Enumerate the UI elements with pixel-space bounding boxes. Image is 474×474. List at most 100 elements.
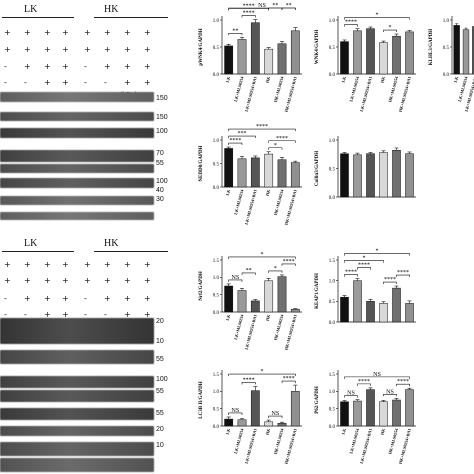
treatment-symbol: - xyxy=(4,310,7,319)
treatment-symbol: + xyxy=(104,260,111,269)
chart-lc3b: LC3B II/GAPDH 0.0 0.5 1.0 1.5 LK LK+MLS0254 LK+… xyxy=(199,369,302,465)
x-tick-label: HK xyxy=(265,75,272,83)
y-axis-label: NEDD8/GAPDH xyxy=(199,145,204,181)
treatment-symbol: + xyxy=(62,28,69,37)
y-tick-label: 0.0 xyxy=(443,73,450,78)
y-tick-label: 0.0 xyxy=(329,196,336,201)
x-tick-label: LK+MLS0254+BA1 xyxy=(244,314,258,350)
mw-marker: 30 xyxy=(156,196,164,203)
x-tick-label: LK+MLS0254+BA1 xyxy=(244,428,258,464)
treatment-symbol: + xyxy=(144,260,151,269)
bar xyxy=(353,30,362,75)
significance-label: * xyxy=(274,143,277,149)
blot-band xyxy=(0,390,154,402)
treatment-symbol: + xyxy=(44,276,51,285)
significance-label: NS xyxy=(347,391,355,397)
bar xyxy=(224,45,234,75)
bar xyxy=(237,39,247,75)
significance-label: **** xyxy=(256,124,268,130)
bar xyxy=(224,148,234,188)
treatment-symbol: + xyxy=(124,62,131,71)
y-tick-label: 0.5 xyxy=(213,46,220,51)
bar xyxy=(277,276,287,313)
x-tick-label: HK xyxy=(265,313,272,321)
treatment-symbol: + xyxy=(124,78,131,87)
treatment-symbol: - xyxy=(24,78,27,87)
x-tick-label: HK+MLS0254+BA1 xyxy=(283,76,297,113)
x-tick-label: LK xyxy=(341,75,348,83)
x-tick-label: HK+MLS0254+BA1 xyxy=(398,76,412,113)
significance-label: **** xyxy=(243,10,255,16)
treatment-symbol: + xyxy=(124,276,131,285)
bar xyxy=(462,29,470,75)
bar xyxy=(405,153,414,198)
significance-label: **** xyxy=(384,277,396,283)
significance-label: * xyxy=(274,266,277,272)
x-tick-label: HK+MLS0254 xyxy=(387,75,399,103)
x-tick-label: HK+MLS0254 xyxy=(273,75,285,103)
y-tick-label: 1.5 xyxy=(329,259,336,264)
treatment-symbol: + xyxy=(62,294,69,303)
treatment-symbol: + xyxy=(84,45,91,54)
treatment-symbol: + xyxy=(144,62,151,71)
blot-band xyxy=(0,350,154,364)
significance-bracket xyxy=(344,17,410,20)
group-label-lk: LK xyxy=(24,238,38,249)
group-label-lk: LK xyxy=(24,4,38,15)
significance-label: NS xyxy=(271,411,279,417)
treatment-symbol: + xyxy=(124,294,131,303)
treatment-symbol: + xyxy=(104,294,111,303)
mw-marker: 20 xyxy=(156,426,164,433)
blot-band xyxy=(0,458,154,472)
western-blot-bottom: LK HK + + + + + + + + + + + + + + + + - + + + - + + + - - + + - - + +20 10… xyxy=(0,238,170,474)
x-tick-label: LK xyxy=(225,188,232,196)
significance-label: **** xyxy=(283,376,295,382)
x-tick-label: HK+MLS0254+BA1 xyxy=(283,314,297,351)
bar xyxy=(405,389,414,427)
y-tick-label: 0.5 xyxy=(213,162,220,167)
bar xyxy=(224,285,234,313)
treatment-symbol: + xyxy=(104,276,111,285)
significance-label: ** xyxy=(232,28,238,34)
chart-nedd8: NEDD8/GAPDH 0.0 0.5 1.0 LK LK+MLS0254 LK+MLS02… xyxy=(199,124,302,226)
significance-label: *** xyxy=(238,131,247,137)
bar xyxy=(366,389,375,427)
significance-bracket xyxy=(396,274,410,278)
x-tick-label: LK xyxy=(453,75,460,83)
x-tick-label: LK+MLS0254+BA1 xyxy=(359,76,373,112)
blot-band xyxy=(0,92,154,102)
treatment-symbol: + xyxy=(44,62,51,71)
x-tick-label: LK xyxy=(341,427,348,435)
significance-bracket xyxy=(241,272,256,275)
significance-label: * xyxy=(376,249,379,255)
significance-bracket xyxy=(357,267,371,270)
treatment-symbol: + xyxy=(4,276,11,285)
chart-keap1: KEAP1/GAPDH0.00.51.01.5*****************… xyxy=(315,249,416,326)
treatment-symbol: + xyxy=(62,310,69,319)
x-tick-label: LK+MLS0254 xyxy=(348,427,360,454)
significance-bracket xyxy=(228,135,256,139)
bar xyxy=(237,419,247,427)
bar xyxy=(379,42,388,75)
blot-band xyxy=(0,112,154,121)
y-tick-label: 1.0 xyxy=(329,390,336,395)
significance-label: ** xyxy=(286,3,292,9)
mw-marker: 100 xyxy=(156,128,168,135)
y-tick-label: 1.0 xyxy=(213,390,220,395)
y-tick-label: 0.0 xyxy=(329,321,336,326)
bar xyxy=(472,26,474,75)
y-tick-label: 0.5 xyxy=(329,167,336,172)
bar xyxy=(366,153,375,198)
treatment-symbol: + xyxy=(104,28,111,37)
bar xyxy=(392,150,401,198)
treatment-symbol: + xyxy=(44,28,51,37)
significance-label: **** xyxy=(358,263,370,269)
x-tick-label: LK+MLS0254 xyxy=(233,313,245,340)
bar xyxy=(290,30,300,75)
bar xyxy=(392,287,401,323)
bar xyxy=(237,158,247,188)
bar xyxy=(340,153,349,198)
treatment-symbol: + xyxy=(124,260,131,269)
significance-label: **** xyxy=(283,259,295,265)
significance-label: NS xyxy=(231,275,239,281)
